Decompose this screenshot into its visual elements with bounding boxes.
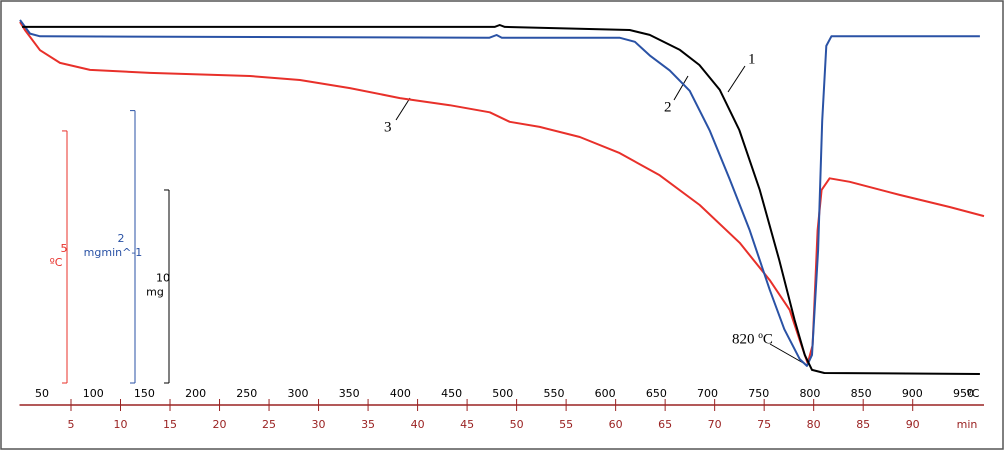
x-tick-label: 50 xyxy=(35,387,49,400)
scale-value: 2 xyxy=(118,232,125,245)
series-line xyxy=(19,21,985,365)
x-tick-label: 700 xyxy=(697,387,718,400)
x-axis-unit: ºC xyxy=(967,387,980,400)
x-tick-label: 350 xyxy=(339,387,360,400)
x-tick-label: 200 xyxy=(185,387,206,400)
x-tick-label: 250 xyxy=(236,387,257,400)
x-tick-label: 100 xyxy=(83,387,104,400)
x2-tick-label: 40 xyxy=(411,418,425,431)
scale-unit: mgmin^-1 xyxy=(84,246,143,259)
x2-tick-label: 10 xyxy=(114,418,128,431)
x-tick-label: 150 xyxy=(134,387,155,400)
leader-line xyxy=(727,65,746,93)
x2-tick-label: 75 xyxy=(757,418,771,431)
x2-tick-label: 20 xyxy=(213,418,227,431)
x-tick-label: 900 xyxy=(902,387,923,400)
scale-value: 10 xyxy=(156,271,170,284)
series-label: 2 xyxy=(664,99,672,115)
x-tick-label: 600 xyxy=(595,387,616,400)
x2-tick-label: 35 xyxy=(361,418,375,431)
annotation: 820 ºC xyxy=(732,331,773,347)
x2-tick-label: 60 xyxy=(609,418,623,431)
x-tick-label: 850 xyxy=(851,387,872,400)
x-tick-label: 750 xyxy=(748,387,769,400)
series-line xyxy=(22,24,980,375)
x-tick-label: 800 xyxy=(799,387,820,400)
x-tick-label: 650 xyxy=(646,387,667,400)
x2-axis-unit: min xyxy=(957,418,978,431)
x2-tick-label: 90 xyxy=(906,418,920,431)
leader-line xyxy=(673,75,689,101)
x-tick-label: 300 xyxy=(287,387,308,400)
leader-line xyxy=(395,97,411,121)
x2-tick-label: 55 xyxy=(559,418,573,431)
x-tick-label: 550 xyxy=(543,387,564,400)
x2-tick-label: 50 xyxy=(510,418,524,431)
leader-line xyxy=(769,343,806,365)
x2-tick-label: 15 xyxy=(163,418,177,431)
x-tick-label: 450 xyxy=(441,387,462,400)
x-tick-label: 950 xyxy=(953,387,974,400)
x2-tick-label: 45 xyxy=(460,418,474,431)
x-tick-label: 400 xyxy=(390,387,411,400)
scale-value: 5 xyxy=(61,242,68,255)
x2-tick-label: 80 xyxy=(807,418,821,431)
x2-tick-label: 30 xyxy=(312,418,326,431)
x2-tick-label: 5 xyxy=(67,418,74,431)
scale-unit: mg xyxy=(146,285,164,298)
x-tick-label: 500 xyxy=(492,387,513,400)
x2-tick-label: 65 xyxy=(658,418,672,431)
series-line xyxy=(19,19,980,367)
x2-tick-label: 70 xyxy=(708,418,722,431)
series-label: 1 xyxy=(748,51,756,67)
scale-unit: ºC xyxy=(50,256,63,269)
x2-tick-label: 25 xyxy=(262,418,276,431)
series-label: 3 xyxy=(384,119,392,135)
x2-tick-label: 85 xyxy=(856,418,870,431)
